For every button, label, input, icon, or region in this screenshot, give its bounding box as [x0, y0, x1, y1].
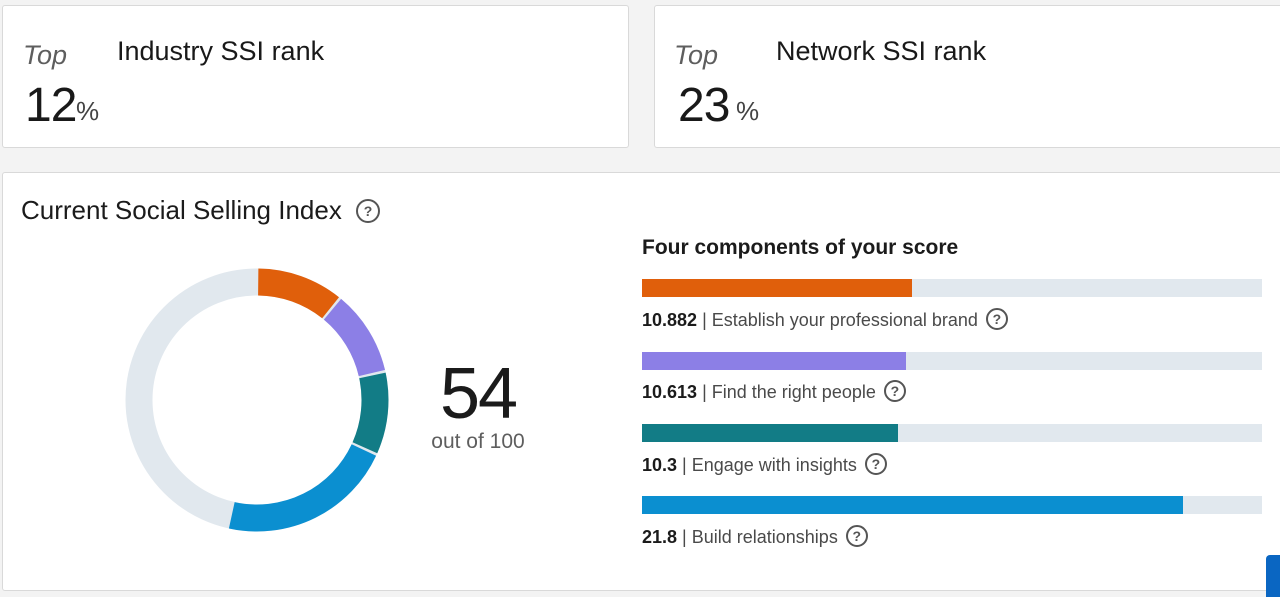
network-rank-value: 23 — [678, 79, 730, 132]
component-name: Build relationships — [691, 527, 838, 547]
component-bar-track — [642, 424, 1262, 442]
component-bar-fill-brand — [642, 279, 912, 297]
industry-rank-value: 12 — [25, 79, 77, 132]
donut-segment-relationships — [228, 443, 377, 532]
rank-prefix: Top — [23, 40, 68, 70]
question-circle-icon[interactable]: ? — [356, 199, 380, 223]
network-rank-unit: % — [736, 96, 760, 126]
ssi-donut-chart — [125, 268, 389, 532]
component-name: Engage with insights — [691, 455, 857, 475]
industry-rank-title: Industry SSI rank — [117, 36, 325, 66]
component-label-brand: 10.882 | Establish your professional bra… — [642, 308, 1008, 332]
component-bar-track — [642, 496, 1262, 514]
components-heading: Four components of your score — [642, 236, 959, 259]
component-bar-fill-relationships — [642, 496, 1183, 514]
network-ssi-rank-card: Top Network SSI rank 23 % — [654, 5, 1280, 148]
industry-rank-unit: % — [76, 96, 100, 126]
industry-ssi-rank-card: Top Industry SSI rank 12 % — [2, 5, 629, 148]
component-label-people: 10.613 | Find the right people? — [642, 380, 906, 404]
ssi-score-out-of: out of 100 — [431, 430, 525, 453]
question-circle-icon[interactable]: ? — [864, 453, 887, 476]
component-value: 10.3 — [642, 455, 678, 475]
component-bar-track — [642, 279, 1262, 297]
component-name: Establish your professional brand — [711, 310, 978, 330]
component-name: Find the right people — [711, 382, 876, 402]
component-bar-fill-insights — [642, 424, 899, 442]
rank-prefix: Top — [674, 40, 719, 70]
donut-segment-insights — [352, 372, 389, 454]
component-bar-track — [642, 352, 1262, 370]
question-circle-icon[interactable]: ? — [845, 525, 868, 548]
messaging-edge-tab[interactable] — [1266, 555, 1280, 597]
ssi-score: 54 — [439, 354, 518, 434]
component-value: 21.8 — [642, 527, 678, 547]
component-bar-fill-people — [642, 352, 906, 370]
question-circle-icon[interactable]: ? — [883, 380, 906, 403]
question-circle-icon[interactable]: ? — [985, 308, 1008, 331]
donut-segment-people — [323, 298, 386, 377]
component-value: 10.882 — [642, 310, 698, 330]
component-value: 10.613 — [642, 382, 698, 402]
component-label-insights: 10.3 | Engage with insights? — [642, 453, 887, 477]
ssi-title: Current Social Selling Index — [21, 195, 342, 225]
network-rank-title: Network SSI rank — [776, 36, 987, 66]
component-label-relationships: 21.8 | Build relationships? — [642, 525, 868, 549]
ssi-card: Current Social Selling Index ? 54 out of… — [2, 172, 1280, 591]
donut-segment-brand — [257, 268, 339, 319]
